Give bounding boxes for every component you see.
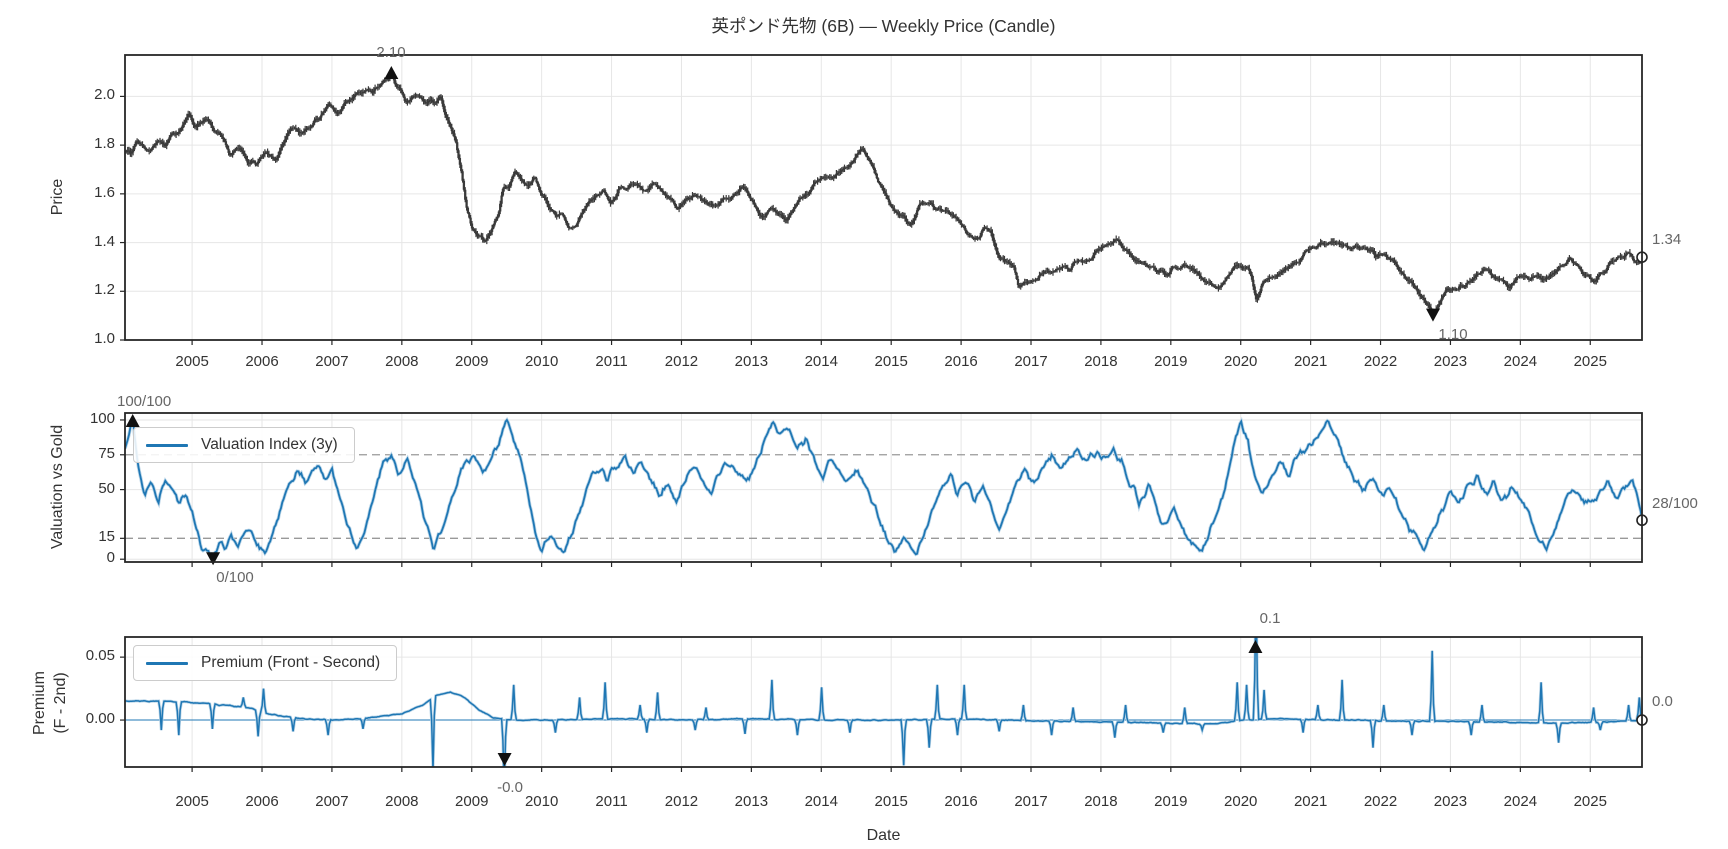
- x-tick-label-price: 2008: [385, 353, 419, 370]
- y-tick-label-price: 1.6: [94, 183, 115, 201]
- x-tick-label-premium: 2005: [175, 793, 209, 810]
- x-tick-label-price: 2023: [1433, 353, 1468, 370]
- y-axis-label-premium: Premium (F - 2nd): [29, 593, 71, 813]
- legend-valuation: Valuation Index (3y): [133, 427, 355, 463]
- annotation-valuation-last: 28/100: [1652, 495, 1698, 512]
- x-tick-label-premium: 2025: [1573, 793, 1607, 810]
- x-tick-label-price: 2024: [1503, 353, 1538, 370]
- legend-label-premium: Premium (Front - Second): [201, 654, 381, 671]
- x-tick-label-price: 2011: [595, 353, 628, 370]
- x-tick-label-price: 2006: [245, 353, 279, 370]
- x-tick-label-price: 2019: [1154, 353, 1188, 370]
- y-tick-label-price: 1.0: [94, 330, 115, 347]
- x-tick-label-premium: 2024: [1503, 793, 1538, 810]
- x-tick-label-premium: 2017: [1014, 793, 1048, 810]
- x-tick-label-price: 2018: [1084, 353, 1118, 370]
- x-tick-label-price: 2015: [874, 353, 908, 370]
- legend-line-sample: [146, 443, 188, 447]
- chart-title: 英ポンド先物 (6B) — Weekly Price (Candle): [711, 16, 1056, 36]
- x-tick-label-premium: 2020: [1224, 793, 1258, 810]
- x-tick-label-premium: 2015: [874, 793, 908, 810]
- x-tick-label-price: 2005: [175, 353, 209, 370]
- annotation-valuation-low: 0/100: [216, 569, 254, 586]
- x-tick-label-premium: 2013: [734, 793, 769, 810]
- y-tick-label-valuation: 50: [98, 479, 115, 497]
- x-tick-label-price: 2025: [1573, 353, 1607, 370]
- annotation-premium-high: 0.1: [1259, 610, 1281, 627]
- annotation-price-high: 2.10: [376, 44, 406, 61]
- x-axis-label: Date: [866, 827, 901, 844]
- x-tick-label-price: 2012: [664, 353, 699, 370]
- y-tick-label-price: 1.2: [94, 281, 115, 299]
- x-tick-label-price: 2014: [804, 353, 838, 370]
- y-tick-label-premium: 0.05: [85, 647, 115, 665]
- y-tick-label-valuation: 75: [98, 444, 115, 462]
- annotation-price-low: 1.10: [1438, 326, 1468, 343]
- y-axis-label-premium-line1: Premium: [31, 671, 48, 736]
- x-tick-label-price: 2009: [455, 353, 489, 370]
- x-tick-label-premium: 2008: [385, 793, 419, 810]
- y-tick-label-price: 1.8: [94, 135, 115, 153]
- x-tick-label-price: 2016: [944, 353, 978, 370]
- y-tick-label-price: 1.4: [94, 232, 115, 250]
- x-tick-label-price: 2013: [734, 353, 769, 370]
- x-tick-label-price: 2007: [315, 353, 349, 370]
- x-tick-label-premium: 2019: [1154, 793, 1188, 810]
- x-tick-label-premium: 2014: [804, 793, 838, 810]
- x-tick-label-price: 2021: [1293, 353, 1328, 370]
- x-tick-label-premium: 2018: [1084, 793, 1118, 810]
- annotation-valuation-start: 100/100: [117, 393, 172, 410]
- y-tick-label-valuation: 100: [89, 409, 115, 427]
- x-tick-label-price: 2020: [1224, 353, 1258, 370]
- x-tick-label-premium: 2007: [315, 793, 349, 810]
- x-tick-label-premium: 2011: [595, 793, 628, 810]
- x-tick-label-premium: 2016: [944, 793, 978, 810]
- y-tick-label-price: 2.0: [94, 86, 115, 104]
- annotation-premium-last: 0.0: [1652, 693, 1673, 710]
- x-tick-label-premium: 2022: [1363, 793, 1398, 810]
- y-tick-label-valuation: 0: [106, 549, 115, 567]
- legend-label-valuation: Valuation Index (3y): [201, 436, 338, 453]
- annotation-price-last: 1.34: [1652, 231, 1682, 248]
- x-tick-label-premium: 2023: [1433, 793, 1468, 810]
- legend-line-sample: [146, 661, 188, 665]
- x-tick-label-premium: 2009: [455, 793, 489, 810]
- x-tick-label-price: 2022: [1363, 353, 1398, 370]
- x-tick-label-premium: 2012: [664, 793, 699, 810]
- legend-premium: Premium (Front - Second): [133, 645, 398, 681]
- annotation-premium-low: -0.0: [497, 779, 523, 796]
- x-tick-label-price: 2017: [1014, 353, 1048, 370]
- x-tick-label-premium: 2021: [1293, 793, 1328, 810]
- x-tick-label-premium: 2010: [524, 793, 559, 810]
- x-tick-label-price: 2010: [524, 353, 559, 370]
- x-tick-label-premium: 2006: [245, 793, 279, 810]
- y-tick-label-valuation: 15: [98, 528, 115, 546]
- y-axis-label-premium-line2: (F - 2nd): [52, 672, 69, 734]
- y-tick-label-premium: 0.00: [85, 710, 115, 728]
